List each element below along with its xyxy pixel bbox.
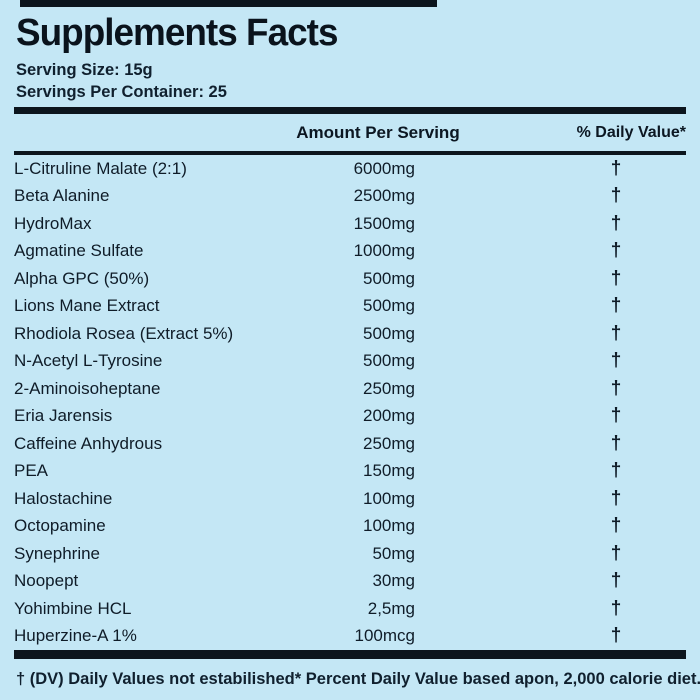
table-header-row: Amount Per Serving % Daily Value* — [0, 114, 700, 151]
daily-value-dagger: † — [610, 377, 622, 399]
table-row: Alpha GPC (50%) 500mg † — [14, 265, 686, 293]
ingredient-amount: 100mg — [363, 488, 415, 508]
ingredient-amount: 500mg — [363, 351, 415, 371]
ingredient-name: N-Acetyl L-Tyrosine — [14, 351, 163, 371]
ingredient-name: Rhodiola Rosea (Extract 5%) — [14, 323, 234, 343]
daily-value-dagger: † — [610, 240, 622, 262]
daily-value-dagger: † — [610, 515, 622, 537]
divider-bottom-thick — [14, 650, 686, 659]
table-row: L-Citruline Malate (2:1) 6000mg † — [14, 155, 686, 183]
table-row: 2-Aminoisoheptane 250mg † — [14, 375, 686, 403]
table-row: Octopamine 100mg † — [14, 513, 686, 541]
daily-value-dagger: † — [610, 432, 622, 454]
daily-value-dagger: † — [610, 212, 622, 234]
ingredient-amount: 500mg — [363, 296, 415, 316]
table-row: PEA 150mg † — [14, 458, 686, 486]
table-row: Halostachine 100mg † — [14, 485, 686, 513]
footnote-percent-daily-value: * Percent Daily Value based apon, 2,000 … — [294, 669, 700, 688]
ingredient-amount: 500mg — [363, 323, 415, 343]
ingredient-amount: 200mg — [363, 406, 415, 426]
ingredient-amount: 250mg — [363, 378, 415, 398]
divider-header-medium — [14, 151, 686, 155]
daily-value-dagger: † — [610, 625, 622, 647]
daily-value-dagger: † — [610, 597, 622, 619]
ingredient-name: Beta Alanine — [14, 186, 110, 206]
table-row: HydroMax 1500mg † — [14, 210, 686, 238]
ingredient-amount: 500mg — [363, 268, 415, 288]
ingredient-amount: 30mg — [372, 571, 415, 591]
ingredient-amount: 100mcg — [354, 626, 415, 646]
page-title: Supplements Facts — [16, 12, 338, 54]
ingredient-name: PEA — [14, 461, 49, 481]
daily-value-dagger: † — [610, 157, 622, 179]
footnote-dv-not-established: † (DV) Daily Values not estabilished — [16, 669, 295, 688]
ingredient-name: Agmatine Sulfate — [14, 241, 144, 261]
ingredient-name: Noopept — [14, 571, 79, 591]
ingredient-amount: 250mg — [363, 433, 415, 453]
serving-info: Serving Size: 15g Servings Per Container… — [16, 59, 686, 103]
ingredient-name: Huperzine-A 1% — [14, 626, 137, 646]
top-border-bar — [20, 0, 437, 7]
table-row: Yohimbine HCL 2,5mg † — [14, 595, 686, 623]
footnotes: † (DV) Daily Values not estabilished * P… — [0, 659, 700, 699]
ingredient-name: Caffeine Anhydrous — [14, 433, 163, 453]
label-header: Supplements Facts Serving Size: 15g Serv… — [0, 0, 700, 103]
daily-value-dagger: † — [610, 542, 622, 564]
ingredient-amount: 1000mg — [353, 241, 415, 261]
daily-value-dagger: † — [610, 322, 622, 344]
ingredient-name: Lions Mane Extract — [14, 296, 160, 316]
ingredient-name: L-Citruline Malate (2:1) — [14, 158, 187, 178]
table-row: Caffeine Anhydrous 250mg † — [14, 430, 686, 458]
ingredient-amount: 2500mg — [353, 186, 415, 206]
daily-value-dagger: † — [610, 405, 622, 427]
daily-value-dagger: † — [610, 295, 622, 317]
table-row: Noopept 30mg † — [14, 568, 686, 596]
ingredient-name: Alpha GPC (50%) — [14, 268, 150, 288]
ingredient-name: Eria Jarensis — [14, 406, 113, 426]
table-row: Lions Mane Extract 500mg † — [14, 293, 686, 321]
daily-value-dagger: † — [610, 350, 622, 372]
ingredient-name: Halostachine — [14, 488, 113, 508]
serving-size: Serving Size: 15g — [16, 61, 153, 79]
ingredient-name: Synephrine — [14, 543, 101, 563]
ingredient-name: 2-Aminoisoheptane — [14, 378, 161, 398]
table-row: Huperzine-A 1% 100mcg † — [14, 623, 686, 651]
ingredient-name: Yohimbine HCL — [14, 598, 132, 618]
divider-top-thick — [14, 107, 686, 114]
daily-value-dagger: † — [610, 460, 622, 482]
ingredient-amount: 50mg — [372, 543, 415, 563]
table-row: Beta Alanine 2500mg † — [14, 183, 686, 211]
daily-value-dagger: † — [610, 487, 622, 509]
column-header-daily-value: % Daily Value* — [576, 123, 686, 141]
daily-value-dagger: † — [610, 570, 622, 592]
ingredient-amount: 2,5mg — [367, 598, 415, 618]
ingredient-table: L-Citruline Malate (2:1) 6000mg † Beta A… — [0, 155, 700, 650]
ingredient-amount: 100mg — [363, 516, 415, 536]
table-row: Rhodiola Rosea (Extract 5%) 500mg † — [14, 320, 686, 348]
daily-value-dagger: † — [610, 267, 622, 289]
table-row: N-Acetyl L-Tyrosine 500mg † — [14, 348, 686, 376]
ingredient-name: Octopamine — [14, 516, 106, 536]
table-row: Eria Jarensis 200mg † — [14, 403, 686, 431]
ingredient-amount: 150mg — [363, 461, 415, 481]
daily-value-dagger: † — [610, 185, 622, 207]
column-header-amount: Amount Per Serving — [296, 122, 460, 142]
ingredient-amount: 1500mg — [353, 213, 415, 233]
table-row: Agmatine Sulfate 1000mg † — [14, 238, 686, 266]
table-row: Synephrine 50mg † — [14, 540, 686, 568]
ingredient-amount: 6000mg — [353, 158, 415, 178]
ingredient-name: HydroMax — [14, 213, 92, 233]
servings-per-container: Servings Per Container: 25 — [16, 83, 227, 101]
